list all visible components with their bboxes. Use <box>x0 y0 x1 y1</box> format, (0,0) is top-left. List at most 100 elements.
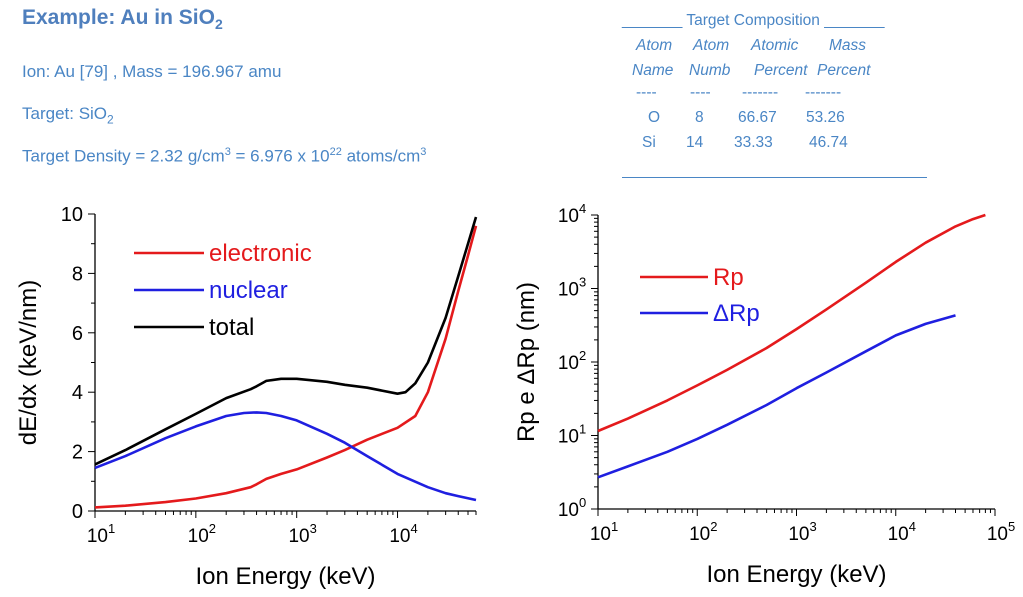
target-composition-table: _______ Target Composition _______ Atom … <box>612 10 932 190</box>
tick-base: 10 <box>987 524 1008 545</box>
x-tick-label: 103 <box>788 519 816 545</box>
table-row: Si 14 33.33 46.74 <box>612 134 932 156</box>
y-axis-label: Rp e ΔRp (nm) <box>513 282 540 442</box>
target-info: Target: SiO2 <box>22 104 114 126</box>
x-axis-label: Ion Energy (keV) <box>706 561 886 588</box>
density-part: atoms/cm <box>341 146 421 166</box>
header-row-bottom: Name Numb Percent Percent <box>612 62 932 84</box>
dash: ---- <box>690 84 711 101</box>
table-bottom-rule <box>622 177 927 178</box>
title-text: Example: Au in SiO <box>22 6 215 29</box>
density-sup: 3 <box>224 146 231 158</box>
series-line-1 <box>597 213 986 433</box>
cell-numb: 8 <box>695 109 704 126</box>
cell-name: O <box>648 109 661 126</box>
tick-exponent: 1 <box>108 521 115 536</box>
x-tick-label: 104 <box>888 519 916 545</box>
y-tick-label: 2 <box>72 442 83 464</box>
x-tick-label: 101 <box>87 521 115 547</box>
tick-exponent: 3 <box>809 519 816 534</box>
tick-exponent: 4 <box>909 519 916 534</box>
col-header: Percent <box>754 62 808 79</box>
tick-base: 10 <box>558 206 579 227</box>
tick-base: 10 <box>689 524 710 545</box>
cell-atomic: 66.67 <box>738 109 777 126</box>
tick-exponent: 3 <box>310 521 317 536</box>
tick-exponent: 4 <box>410 521 417 536</box>
tick-base: 10 <box>389 526 410 547</box>
tick-base: 10 <box>558 500 579 521</box>
tick-exponent: 2 <box>710 519 717 534</box>
tick-base: 10 <box>558 353 579 374</box>
col-header: Mass <box>829 37 867 54</box>
legend-label: Rp <box>713 264 744 291</box>
series-line-2 <box>597 314 956 479</box>
x-tick-label: 103 <box>288 521 316 547</box>
cell-numb: 14 <box>686 134 704 151</box>
tick-exponent: 1 <box>579 422 586 437</box>
page-title: Example: Au in SiO2 <box>22 6 223 32</box>
density-part: = 6.976 x 10 <box>230 146 330 166</box>
tick-exponent: 3 <box>579 275 586 290</box>
tick-exponent: 2 <box>209 521 216 536</box>
dash: ------- <box>805 84 842 101</box>
x-tick-label: 101 <box>590 519 618 545</box>
col-header: Atom <box>693 37 730 54</box>
y-tick-label: 101 <box>558 422 586 448</box>
target-subscript: 2 <box>107 112 114 127</box>
col-header: Percent <box>817 62 871 79</box>
y-tick-label: 100 <box>558 495 586 521</box>
series-line-3 <box>94 216 478 466</box>
col-header: Numb <box>689 62 731 79</box>
tick-base: 10 <box>288 526 309 547</box>
tick-base: 10 <box>188 526 209 547</box>
tick-base: 10 <box>558 280 579 301</box>
y-tick-label: 4 <box>72 382 83 404</box>
tick-exponent: 2 <box>579 348 586 363</box>
table-row: O 8 66.67 53.26 <box>612 109 932 131</box>
composition-heading-row: _______ Target Composition _______ <box>612 12 932 34</box>
density-info: Target Density = 2.32 g/cm3 = 6.976 x 10… <box>22 146 426 167</box>
tick-base: 10 <box>590 524 611 545</box>
tick-base: 10 <box>558 427 579 448</box>
series-line-2 <box>94 411 477 502</box>
y-tick-label: 103 <box>558 275 586 301</box>
y-tick-label: 0 <box>72 501 83 523</box>
y-tick-label: 10 <box>61 204 83 226</box>
x-axis-label: Ion Energy (keV) <box>195 563 375 590</box>
density-sup: 22 <box>329 146 342 158</box>
legend-label: total <box>209 314 254 341</box>
dash: ---- <box>636 84 657 101</box>
y-tick-label: 104 <box>558 201 586 227</box>
legend-label: nuclear <box>209 277 288 304</box>
col-header: Atomic <box>751 37 799 54</box>
x-tick-label: 102 <box>689 519 717 545</box>
dash: ------- <box>742 84 779 101</box>
cell-mass: 46.74 <box>809 134 848 151</box>
density-part: Target Density = 2.32 g/cm <box>22 146 225 166</box>
header-row-top: Atom Atom Atomic Mass <box>612 37 932 59</box>
cell-name: Si <box>642 134 656 151</box>
y-tick-label: 6 <box>72 323 83 345</box>
tick-exponent: 4 <box>579 201 586 216</box>
tick-base: 10 <box>888 524 909 545</box>
ion-info: Ion: Au [79] , Mass = 196.967 amu <box>22 62 282 81</box>
x-tick-label: 102 <box>188 521 216 547</box>
legend-label: ΔRp <box>713 300 760 327</box>
cell-mass: 53.26 <box>806 109 845 126</box>
legend-label: electronic <box>209 240 312 267</box>
tick-exponent: 1 <box>611 519 618 534</box>
col-header: Atom <box>636 37 673 54</box>
col-header: Name <box>632 62 674 79</box>
density-sup: 3 <box>420 146 427 158</box>
target-text: Target: SiO <box>22 104 108 123</box>
x-tick-label: 104 <box>389 521 417 547</box>
y-axis-label: dE/dx (keV/nm) <box>15 280 42 445</box>
y-tick-label: 8 <box>72 263 83 285</box>
title-subscript: 2 <box>214 16 223 33</box>
tick-exponent: 5 <box>1008 519 1015 534</box>
series-line-1 <box>94 225 478 509</box>
tick-exponent: 0 <box>579 495 586 510</box>
